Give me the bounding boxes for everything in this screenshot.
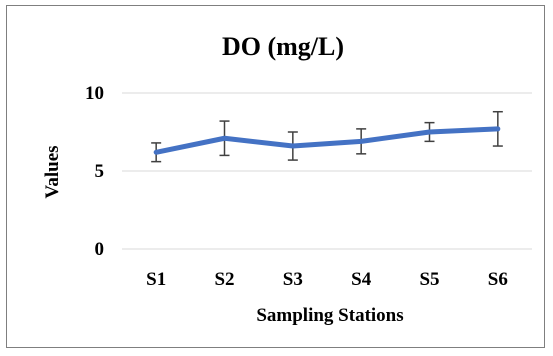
y-tick-label-0: 0 (95, 239, 105, 260)
x-axis-label: Sampling Stations (256, 305, 403, 326)
x-tick-label-S4: S4 (351, 269, 372, 290)
x-tick-label-S6: S6 (488, 269, 508, 290)
series-line (153, 126, 501, 155)
chart-frame (6, 5, 545, 348)
x-tick-labels: S1 S2 S3 S4 S5 S6 (146, 269, 508, 290)
x-tick-label-S3: S3 (283, 269, 303, 290)
y-tick-label-5: 5 (95, 161, 105, 182)
chart-title: DO (mg/L) (222, 32, 344, 61)
x-tick-label-S2: S2 (214, 269, 234, 290)
y-tick-labels: 0 5 10 (85, 83, 104, 260)
y-axis-label: Values (42, 145, 63, 198)
error-bars (151, 110, 503, 163)
y-tick-label-10: 10 (85, 83, 104, 104)
gridlines (122, 92, 532, 250)
x-tick-label-S1: S1 (146, 269, 166, 290)
x-tick-label-S5: S5 (419, 269, 439, 290)
